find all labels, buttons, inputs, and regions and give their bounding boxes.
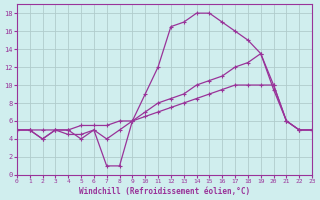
X-axis label: Windchill (Refroidissement éolien,°C): Windchill (Refroidissement éolien,°C) — [79, 187, 250, 196]
